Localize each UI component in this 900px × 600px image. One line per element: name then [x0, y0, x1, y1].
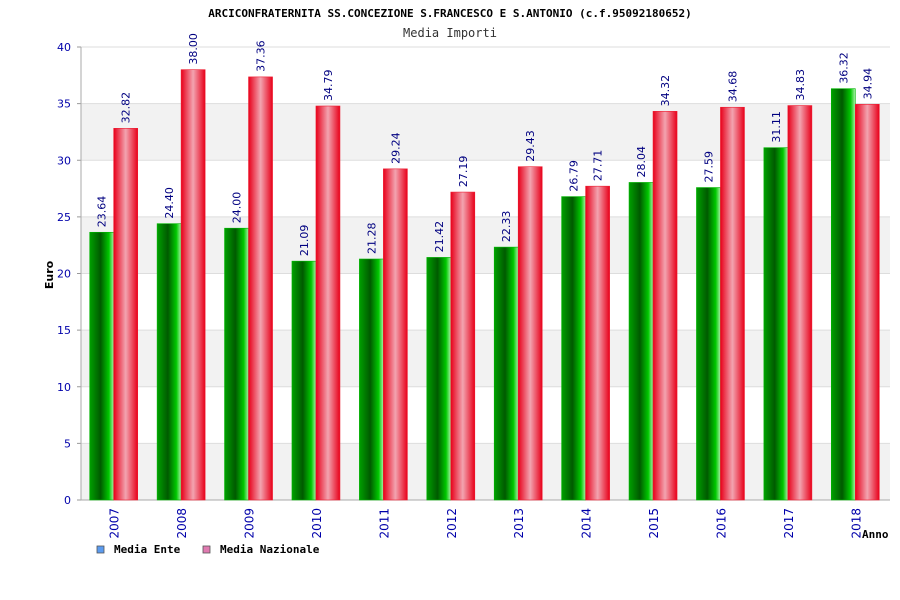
bar-media-ente-2015 — [628, 182, 654, 501]
plot-band — [81, 443, 890, 500]
bar-media-ente-2008 — [156, 223, 182, 501]
value-label-media-nazionale-2013: 29.43 — [524, 130, 537, 162]
value-label-media-nazionale-2007: 32.82 — [120, 92, 133, 124]
plot-band — [81, 273, 890, 331]
legend-swatch-media-nazionale — [202, 545, 211, 554]
value-label-media-nazionale-2017: 34.83 — [794, 69, 807, 101]
plot-bands — [81, 47, 890, 500]
legend-item-media-ente: Media Ente — [96, 543, 181, 556]
x-tick-label-2014: 2014 — [580, 508, 594, 539]
value-label-media-nazionale-2012: 27.19 — [457, 156, 470, 188]
bar-media-ente-2018 — [830, 88, 856, 501]
y-tick-label: 10 — [57, 381, 71, 394]
y-tick-label: 35 — [57, 98, 71, 111]
bar-media-ente-2017 — [763, 147, 789, 501]
value-label-media-nazionale-2018: 34.94 — [861, 68, 874, 100]
x-tick-label-2013: 2013 — [512, 508, 526, 539]
value-label-media-ente-2007: 23.64 — [96, 196, 109, 228]
y-tick-label: 30 — [57, 154, 71, 167]
legend-label-media-ente: Media Ente — [114, 543, 181, 556]
value-label-media-ente-2014: 26.79 — [568, 160, 581, 192]
y-tick-label: 40 — [57, 41, 71, 54]
y-axis-label: Euro — [43, 260, 56, 289]
y-tick-label: 5 — [64, 437, 71, 450]
value-label-media-ente-2012: 21.42 — [433, 221, 446, 253]
y-tick-label: 0 — [64, 494, 71, 507]
bar-media-ente-2010 — [291, 260, 317, 501]
bar-media-nazionale-2008 — [180, 69, 206, 501]
bar-value-labels: 23.64 32.82 24.40 38.00 24.00 37.36 21.09 34.79… — [96, 33, 875, 256]
x-tick-label-2016: 2016 — [714, 508, 728, 539]
y-tick-labels: 0 5 10 15 20 25 30 35 40 — [57, 41, 71, 507]
value-label-media-ente-2009: 24.00 — [231, 192, 244, 224]
value-label-media-ente-2008: 24.40 — [163, 187, 176, 219]
x-axis-label: Anno — [862, 528, 889, 541]
y-tick-label: 15 — [57, 324, 71, 337]
x-tick-label-2011: 2011 — [377, 508, 391, 539]
bar-media-nazionale-2018 — [854, 104, 880, 501]
bar-media-nazionale-2010 — [315, 105, 341, 501]
value-label-media-nazionale-2014: 27.71 — [592, 150, 605, 182]
bar-media-ente-2016 — [696, 187, 721, 501]
x-tick-label-2018: 2018 — [849, 508, 863, 539]
bar-media-nazionale-2012 — [450, 191, 476, 501]
bar-media-ente-2013 — [493, 246, 519, 501]
x-tick-labels: 2007 2008 2009 2010 2011 2012 2013 2014 2015 2016… — [108, 508, 864, 539]
plot-band — [81, 386, 890, 444]
value-label-media-ente-2011: 21.28 — [365, 223, 378, 255]
x-tick-label-2015: 2015 — [647, 508, 661, 539]
value-label-media-ente-2016: 27.59 — [702, 151, 715, 183]
plot-band — [81, 103, 890, 161]
bar-media-ente-2011 — [359, 258, 384, 501]
bar-media-nazionale-2017 — [787, 105, 813, 501]
legend: Media Ente Media Nazionale — [96, 543, 320, 556]
bar-media-nazionale-2007 — [113, 128, 139, 501]
x-tick-label-2008: 2008 — [175, 508, 189, 539]
x-tick-label-2012: 2012 — [445, 508, 459, 539]
bar-media-ente-2009 — [224, 227, 249, 501]
x-tick-label-2009: 2009 — [243, 508, 257, 539]
value-label-media-nazionale-2010: 34.79 — [322, 70, 335, 102]
value-label-media-ente-2017: 31.11 — [770, 111, 783, 143]
value-label-media-nazionale-2008: 38.00 — [187, 33, 200, 65]
x-tick-label-2017: 2017 — [782, 508, 796, 539]
axes — [77, 46, 890, 501]
bar-media-nazionale-2009 — [248, 76, 273, 501]
plot-band — [81, 216, 890, 274]
plot-band — [81, 330, 890, 387]
bar-media-ente-2007 — [89, 231, 115, 501]
bar-media-nazionale-2014 — [585, 185, 610, 501]
legend-item-media-nazionale: Media Nazionale — [202, 543, 320, 556]
value-label-media-nazionale-2015: 34.32 — [659, 75, 672, 107]
plot-band — [81, 47, 890, 104]
chart-subtitle: Media Importi — [403, 26, 497, 40]
y-tick-label: 20 — [57, 268, 71, 281]
value-label-media-ente-2015: 28.04 — [635, 146, 648, 178]
bar-media-nazionale-2013 — [517, 166, 543, 501]
value-label-media-nazionale-2011: 29.24 — [389, 132, 402, 164]
legend-label-media-nazionale: Media Nazionale — [220, 543, 320, 556]
value-label-media-ente-2010: 21.09 — [298, 225, 311, 257]
value-label-media-nazionale-2016: 34.68 — [726, 71, 739, 103]
legend-swatch-media-ente — [96, 545, 105, 554]
bar-media-nazionale-2015 — [652, 111, 678, 501]
y-tick-label: 25 — [57, 211, 71, 224]
bar-media-ente-2014 — [561, 196, 586, 501]
value-label-media-ente-2018: 36.32 — [837, 52, 850, 84]
plot-band — [81, 160, 890, 217]
value-label-media-ente-2013: 22.33 — [500, 211, 513, 243]
chart-title: ARCICONFRATERNITA SS.CONCEZIONE S.FRANCE… — [208, 7, 691, 20]
bar-media-ente-2012 — [426, 257, 452, 501]
bar-media-nazionale-2011 — [383, 168, 408, 501]
bar-media-nazionale-2016 — [720, 106, 745, 501]
x-tick-label-2007: 2007 — [108, 508, 122, 539]
x-tick-label-2010: 2010 — [310, 508, 324, 539]
value-label-media-nazionale-2009: 37.36 — [255, 40, 268, 72]
bars — [89, 69, 880, 501]
